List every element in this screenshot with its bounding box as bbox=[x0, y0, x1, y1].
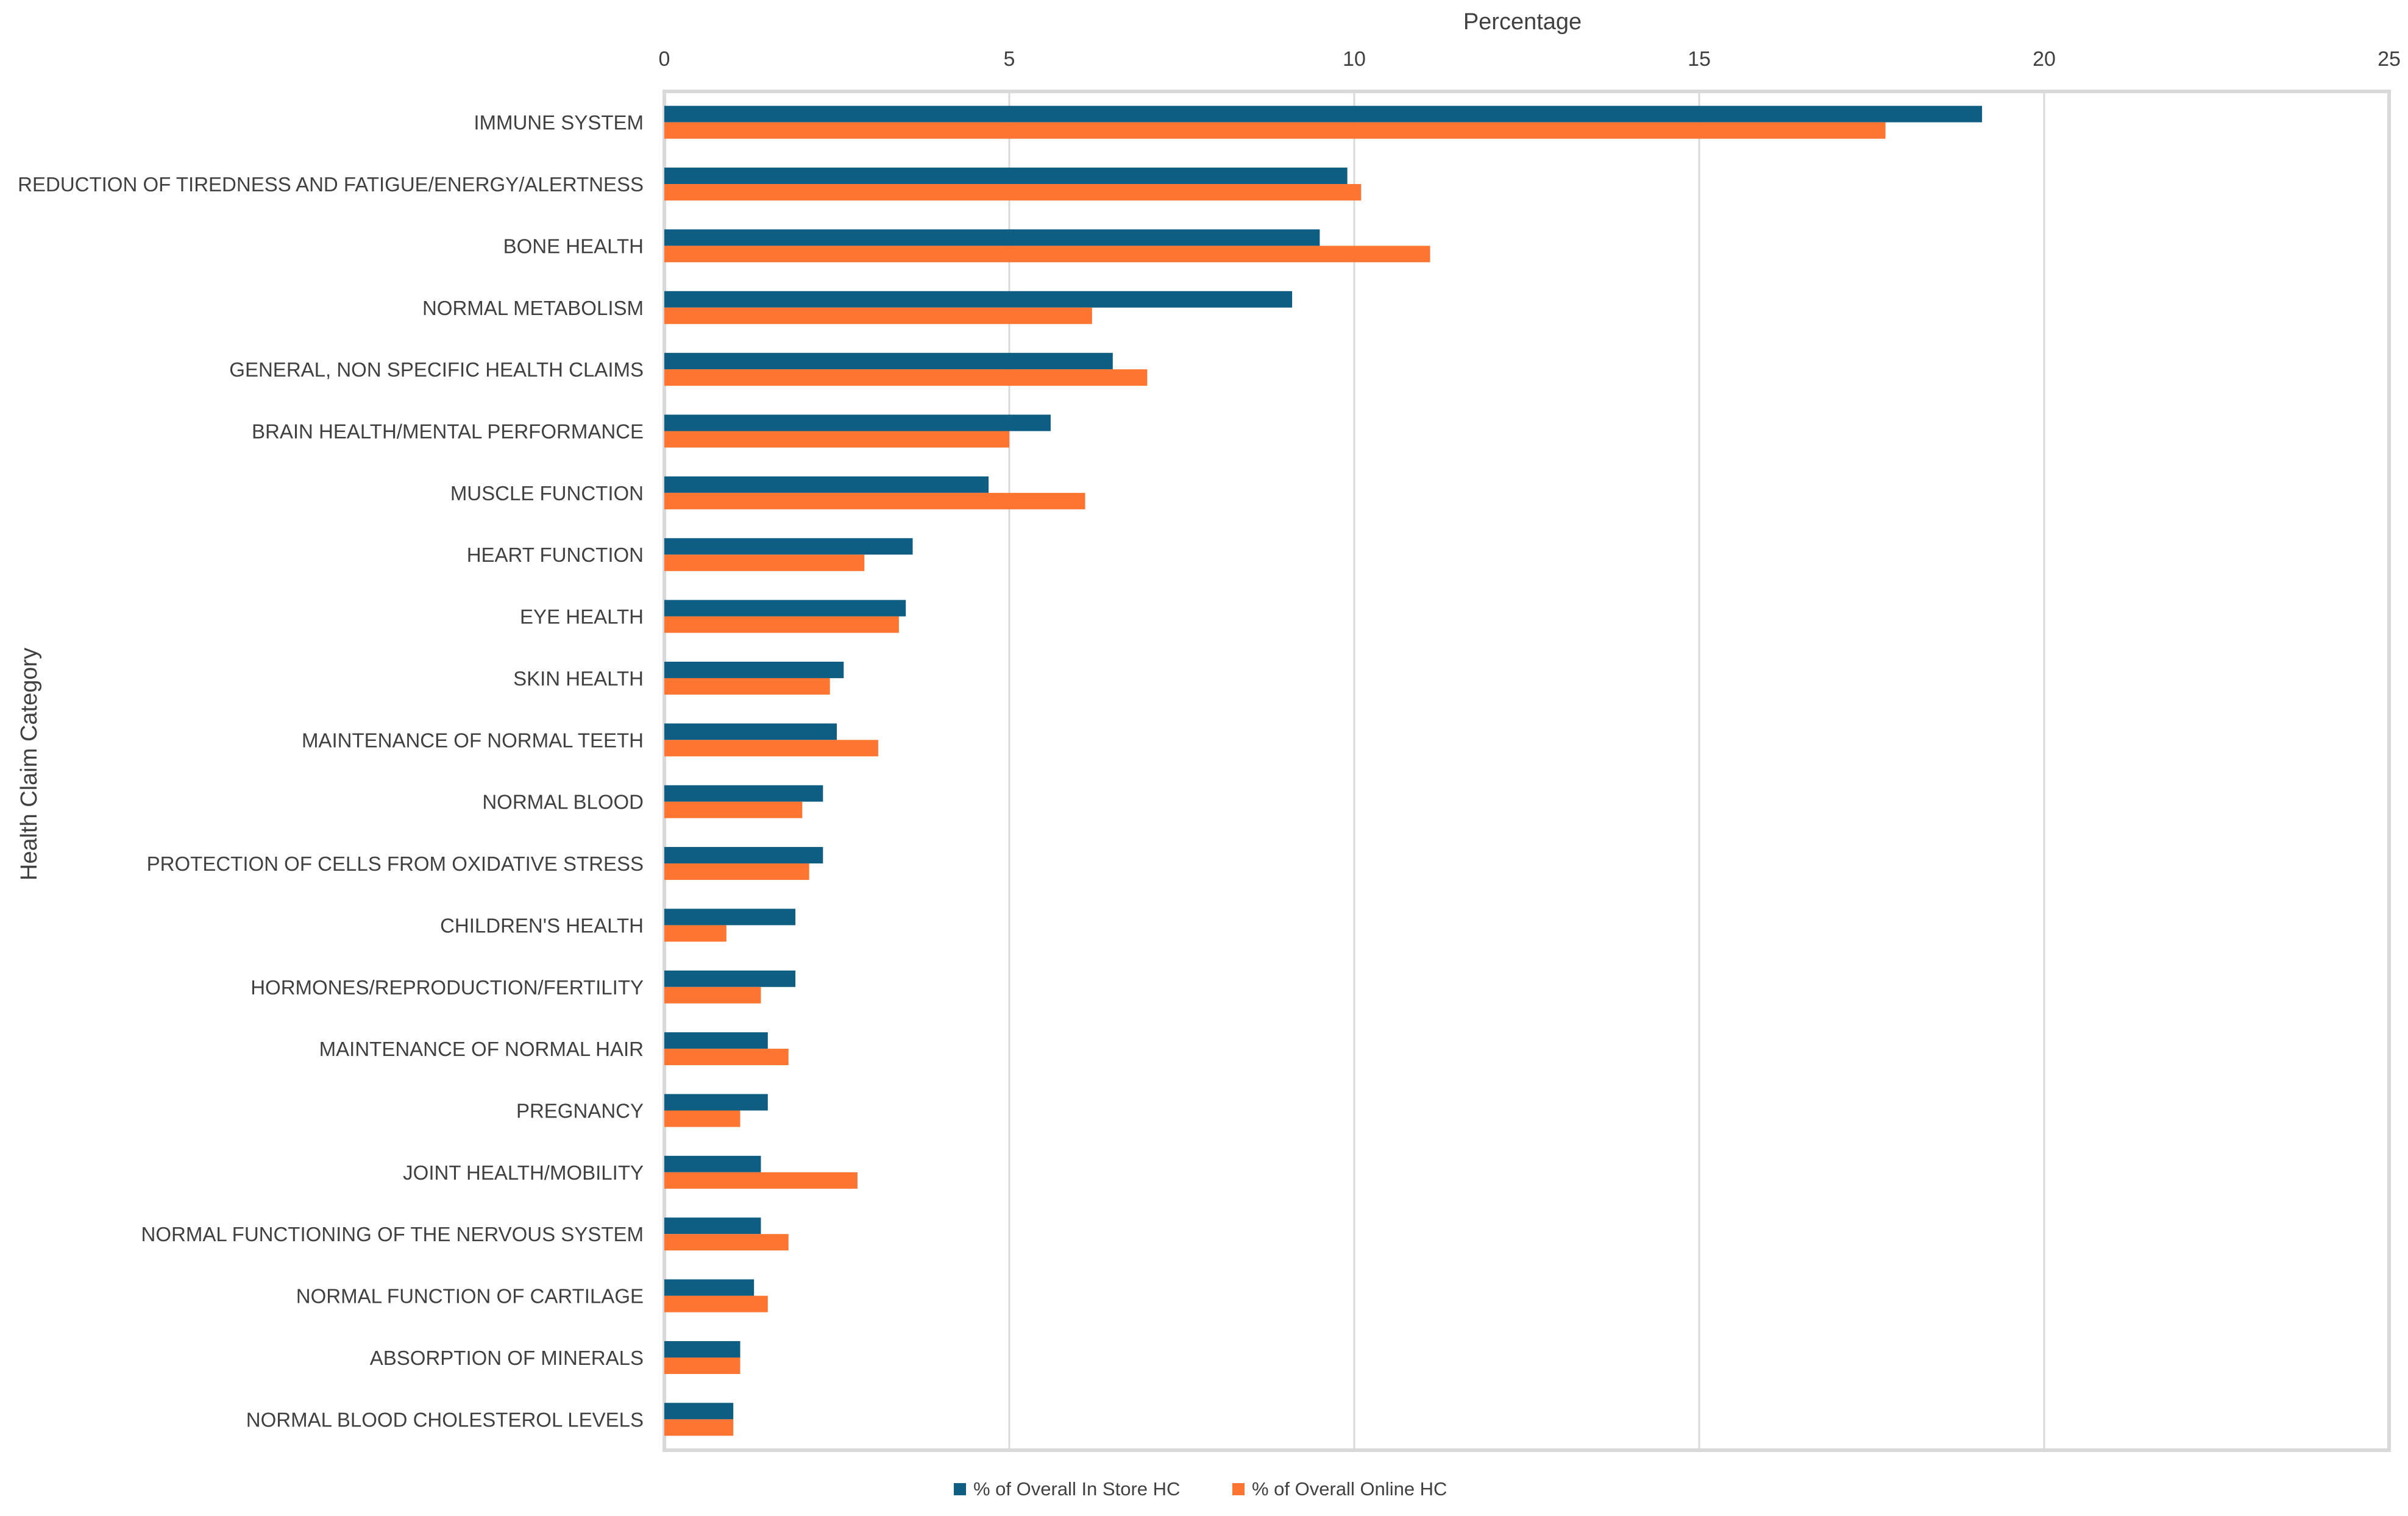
category-label: IMMUNE SYSTEM bbox=[474, 112, 644, 134]
bars bbox=[664, 105, 1983, 1436]
legend-label-in-store: % of Overall In Store HC bbox=[973, 1478, 1180, 1500]
bar-online bbox=[664, 1110, 741, 1127]
category-label: CHILDREN'S HEALTH bbox=[440, 914, 644, 937]
bar-online bbox=[664, 431, 1009, 448]
bar-in-store bbox=[664, 105, 1983, 122]
category-labels: IMMUNE SYSTEM REDUCTION OF TIREDNESS AND … bbox=[18, 112, 644, 1431]
category-label: BRAIN HEALTH/MENTAL PERFORMANCE bbox=[252, 420, 644, 443]
category-label: NORMAL FUNCTION OF CARTILAGE bbox=[296, 1285, 644, 1308]
bar-in-store bbox=[664, 785, 823, 802]
category-label: MAINTENANCE OF NORMAL TEETH bbox=[302, 729, 644, 751]
x-tick-labels: 0 5 10 15 20 25 bbox=[659, 48, 2401, 71]
x-tick-label: 20 bbox=[2033, 48, 2056, 71]
bar-in-store bbox=[664, 1217, 761, 1234]
legend-swatch-in-store bbox=[954, 1483, 966, 1495]
legend-label-online: % of Overall Online HC bbox=[1252, 1478, 1447, 1500]
legend-swatch-online bbox=[1232, 1483, 1245, 1495]
bar-online bbox=[664, 863, 809, 880]
bar-in-store bbox=[664, 1341, 741, 1358]
bar-online bbox=[664, 1172, 858, 1189]
bar-online bbox=[664, 184, 1362, 201]
bar-online bbox=[664, 369, 1148, 386]
x-tick-label: 25 bbox=[2378, 48, 2401, 71]
bar-in-store bbox=[664, 353, 1113, 370]
category-label: PREGNANCY bbox=[516, 1100, 644, 1122]
bar-in-store bbox=[664, 661, 844, 678]
bar-in-store bbox=[664, 168, 1348, 185]
x-tick-label: 10 bbox=[1343, 48, 1366, 71]
bar-online bbox=[664, 122, 1886, 139]
bar-online bbox=[664, 616, 899, 633]
category-label: NORMAL BLOOD CHOLESTEROL LEVELS bbox=[246, 1408, 644, 1431]
category-label: MAINTENANCE OF NORMAL HAIR bbox=[319, 1038, 644, 1060]
category-label: HORMONES/REPRODUCTION/FERTILITY bbox=[250, 976, 644, 999]
bar-in-store bbox=[664, 847, 823, 864]
category-label: EYE HEALTH bbox=[520, 606, 644, 628]
bar-in-store bbox=[664, 909, 796, 926]
bar-online bbox=[664, 1234, 789, 1251]
bar-online bbox=[664, 554, 865, 572]
category-label: NORMAL BLOOD bbox=[482, 791, 644, 813]
category-label: NORMAL METABOLISM bbox=[422, 297, 644, 319]
category-label: ABSORPTION OF MINERALS bbox=[370, 1347, 644, 1369]
bar-online bbox=[664, 307, 1092, 324]
bar-in-store bbox=[664, 600, 906, 617]
bar-in-store bbox=[664, 1094, 768, 1111]
category-label: REDUCTION OF TIREDNESS AND FATIGUE/ENERG… bbox=[18, 173, 644, 196]
bar-online bbox=[664, 1419, 734, 1436]
bar-in-store bbox=[664, 229, 1320, 246]
bar-in-store bbox=[664, 414, 1051, 431]
bar-online bbox=[664, 678, 830, 695]
x-tick-label: 15 bbox=[1688, 48, 1711, 71]
bar-in-store bbox=[664, 1032, 768, 1049]
x-axis-title: Percentage bbox=[1463, 9, 1582, 35]
bar-online bbox=[664, 986, 761, 1004]
bar-in-store bbox=[664, 1279, 755, 1296]
category-label: SKIN HEALTH bbox=[513, 667, 644, 690]
bar-in-store bbox=[664, 476, 989, 493]
bar-in-store bbox=[664, 291, 1293, 308]
bar-in-store bbox=[664, 1155, 761, 1172]
legend: % of Overall In Store HC % of Overall On… bbox=[954, 1478, 1447, 1500]
bar-online bbox=[664, 1295, 768, 1312]
bar-online bbox=[664, 1049, 789, 1066]
bar-online bbox=[664, 1357, 741, 1374]
bar-online bbox=[664, 801, 803, 818]
x-tick-label: 0 bbox=[659, 48, 670, 71]
category-label: NORMAL FUNCTIONING OF THE NERVOUS SYSTEM bbox=[141, 1223, 644, 1245]
x-tick-label: 5 bbox=[1004, 48, 1015, 71]
bar-online bbox=[664, 740, 878, 757]
bar-in-store bbox=[664, 1403, 734, 1420]
bar-online bbox=[664, 246, 1430, 263]
category-label: BONE HEALTH bbox=[503, 235, 644, 257]
bar-online bbox=[664, 492, 1085, 509]
bar-in-store bbox=[664, 538, 913, 555]
category-label: PROTECTION OF CELLS FROM OXIDATIVE STRES… bbox=[147, 852, 644, 875]
bar-online bbox=[664, 925, 726, 942]
plot-area-border bbox=[662, 90, 2391, 1452]
y-axis-title: Health Claim Category bbox=[16, 648, 42, 880]
bar-in-store bbox=[664, 723, 837, 740]
category-label: MUSCLE FUNCTION bbox=[450, 482, 644, 505]
category-label: JOINT HEALTH/MOBILITY bbox=[403, 1161, 644, 1184]
category-label: HEART FUNCTION bbox=[467, 544, 644, 566]
bar-in-store bbox=[664, 970, 796, 987]
category-label: GENERAL, NON SPECIFIC HEALTH CLAIMS bbox=[229, 358, 644, 381]
